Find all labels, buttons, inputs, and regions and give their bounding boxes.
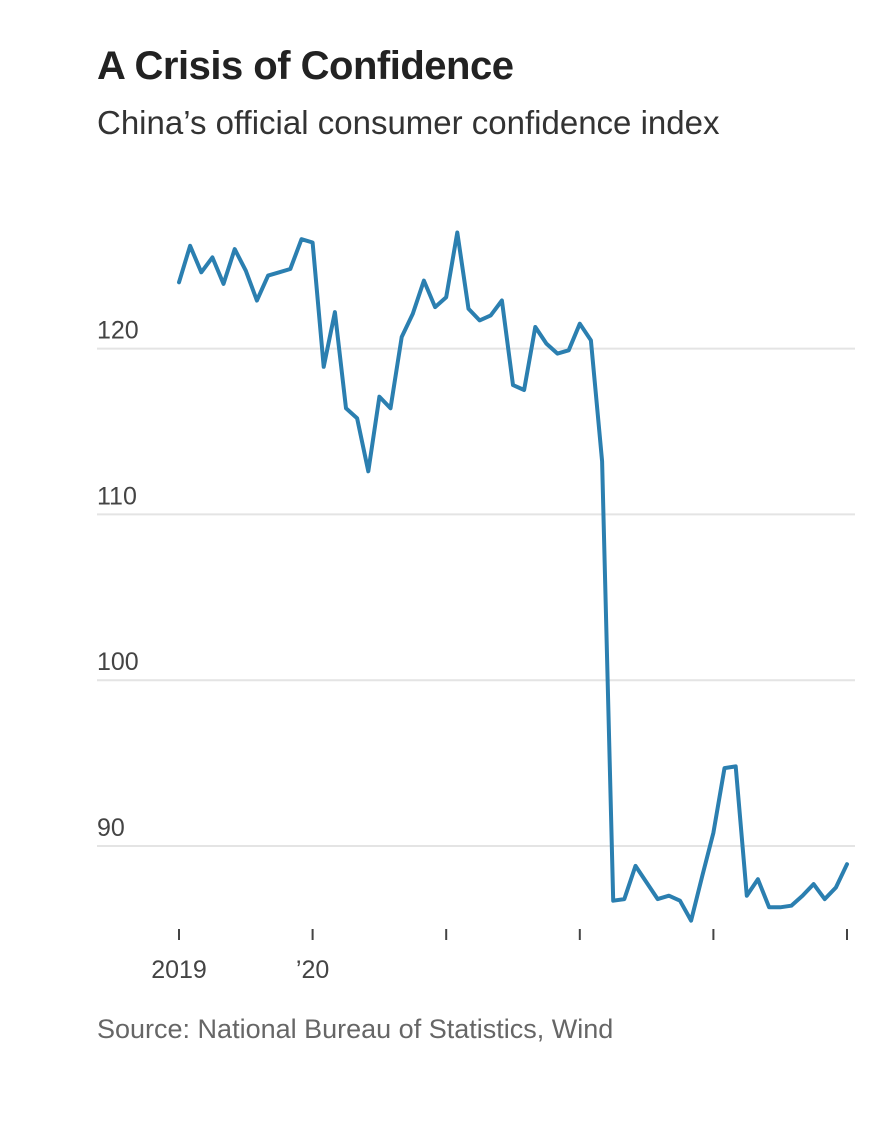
series-line bbox=[177, 230, 849, 923]
source-note: Source: National Bureau of Statistics, W… bbox=[97, 1014, 614, 1044]
y-tick-label-110: 110 bbox=[97, 482, 137, 510]
series-layer bbox=[177, 230, 849, 923]
x-tick-label: 2019 bbox=[151, 956, 207, 984]
x-tick-label: ’20 bbox=[296, 956, 329, 984]
chart-subtitle: China’s official consumer confidence ind… bbox=[97, 104, 720, 141]
line-chart: 90 100 110 120 2019 ’20 bbox=[97, 230, 855, 984]
y-axis-labels: 90 100 110 120 bbox=[97, 317, 139, 842]
gridlines bbox=[97, 347, 855, 847]
y-tick-label-90: 90 bbox=[97, 814, 125, 842]
y-tick-label-100: 100 bbox=[97, 648, 139, 676]
chart-title: A Crisis of Confidence bbox=[97, 44, 514, 88]
x-axis: 2019 ’20 bbox=[151, 929, 848, 984]
y-tick-label-120: 120 bbox=[97, 317, 139, 345]
